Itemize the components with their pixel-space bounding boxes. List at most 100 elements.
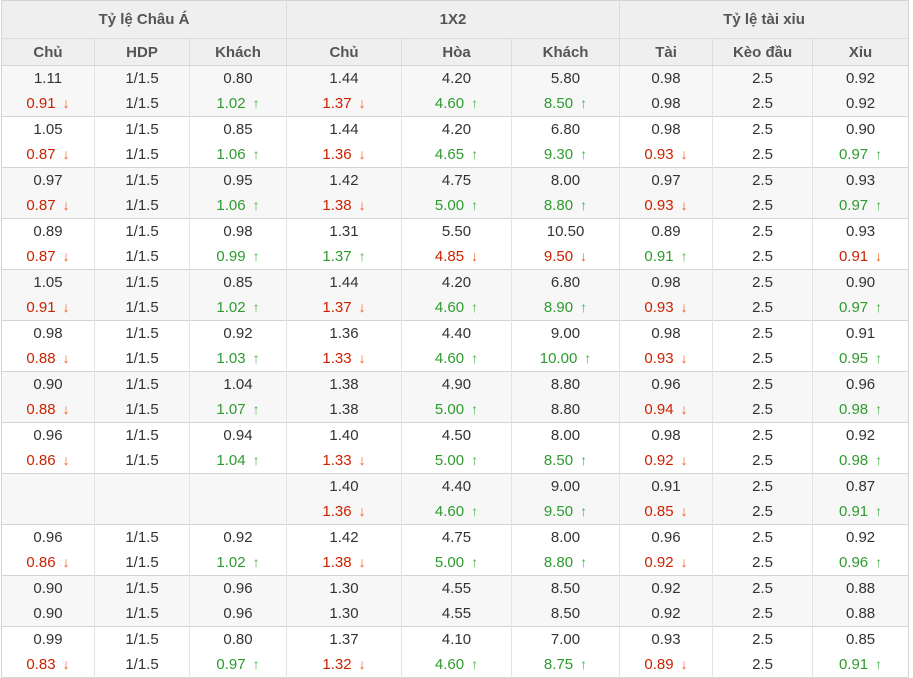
odds-value: 1/1.5: [125, 95, 159, 112]
odds-cell: 0.98: [1, 320, 95, 346]
odds-cell: 4.60 ↑: [401, 295, 512, 321]
odds-value: 2.5: [752, 350, 773, 367]
odds-cell: 0.87 ↓: [2, 244, 95, 270]
up-arrow-icon: ↑: [875, 401, 883, 417]
up-arrow-icon: ↑: [584, 350, 592, 366]
odds-value: 1/1.5: [125, 452, 159, 469]
odds-row-open: 0.96 1/1.5 0.94 1.40 4.50 8.00 0.98 2.5 0.92: [1, 422, 909, 448]
odds-value: 1.37: [329, 631, 359, 648]
down-arrow-icon: ↓: [680, 146, 688, 162]
odds-cell: 1.42: [286, 167, 402, 193]
down-arrow-icon: ↓: [680, 554, 688, 570]
col-header-1x2-away: Khách: [511, 38, 620, 66]
up-arrow-icon: ↑: [875, 350, 883, 366]
odds-value: 9.50: [543, 248, 574, 265]
col-header-ah-hdp: HDP: [94, 38, 190, 66]
odds-value: 0.91: [845, 325, 876, 342]
odds-row-live: 0.88 ↓ 1/1.5 1.03 ↑ 1.33 ↓ 4.60 ↑ 10.00 ↑ 0.93 ↓ 2.5 0…: [2, 346, 909, 372]
up-arrow-icon: ↑: [252, 197, 260, 213]
odds-cell: 0.92: [619, 601, 713, 627]
up-arrow-icon: ↑: [580, 503, 588, 519]
odds-value: 2.5: [752, 656, 773, 673]
odds-cell: 2.5: [712, 269, 813, 295]
odds-cell: 10.00 ↑: [511, 346, 620, 372]
odds-value: 0.93: [644, 197, 674, 214]
odds-cell: 4.40: [401, 473, 512, 499]
odds-cell: 1.11: [1, 65, 95, 91]
odds-cell: 1/1.5: [94, 346, 190, 372]
odds-value: 4.60: [434, 503, 465, 520]
up-arrow-icon: ↑: [252, 554, 260, 570]
up-arrow-icon: ↑: [580, 656, 588, 672]
up-arrow-icon: ↑: [471, 197, 479, 213]
odds-value: 1/1.5: [125, 529, 159, 546]
odds-cell: 2.5: [712, 193, 813, 219]
odds-cell: 1.38: [286, 371, 402, 397]
odds-cell: 0.88 ↓: [2, 346, 95, 372]
odds-value: 0.94: [223, 427, 253, 444]
odds-cell: 8.80 ↑: [511, 193, 620, 219]
odds-cell: 1.05: [1, 116, 95, 142]
odds-cell: 0.85 ↓: [619, 499, 713, 525]
odds-value: 0.95: [838, 350, 869, 367]
odds-value: 1/1.5: [125, 299, 159, 316]
odds-value: 0.96: [838, 554, 869, 571]
odds-cell: 0.97: [1, 167, 95, 193]
odds-value: 0.96: [651, 529, 681, 546]
up-arrow-icon: ↑: [875, 503, 883, 519]
odds-value: 8.80: [550, 401, 581, 418]
odds-value: 5.00: [434, 452, 465, 469]
odds-value: 1.37: [322, 299, 352, 316]
odds-cell: 0.97 ↑: [812, 295, 909, 321]
odds-cell: 0.90: [1, 575, 95, 601]
up-arrow-icon: ↑: [252, 248, 260, 264]
odds-value: 0.96: [33, 529, 63, 546]
odds-cell: 8.80: [511, 397, 620, 423]
col-header-1x2-home: Chủ: [286, 38, 402, 66]
odds-cell: 1.38: [286, 397, 402, 423]
odds-cell: 4.55: [401, 601, 512, 627]
odds-cell: 0.85: [812, 626, 909, 652]
odds-value: 0.99: [216, 248, 246, 265]
odds-cell: 0.89: [619, 218, 713, 244]
odds-row-live: 0.91 ↓ 1/1.5 1.02 ↑ 1.37 ↓ 4.60 ↑ 8.90 ↑ 0.93 ↓ 2.5 0.…: [1, 295, 909, 321]
odds-value: 0.97: [216, 656, 246, 673]
odds-value: 2.5: [752, 427, 773, 444]
odds-value: 0.90: [845, 121, 876, 138]
odds-value: 0.92: [223, 529, 253, 546]
odds-cell: 0.98: [619, 422, 713, 448]
odds-value: 4.10: [441, 631, 472, 648]
odds-cell: 0.90: [1, 371, 95, 397]
up-arrow-icon: ↑: [875, 656, 883, 672]
odds-value: 0.96: [651, 376, 681, 393]
odds-value: 1/1.5: [125, 554, 159, 571]
odds-value: 1/1.5: [125, 70, 159, 87]
odds-cell: 0.91 ↑: [812, 499, 909, 525]
odds-value: 0.98: [651, 427, 681, 444]
odds-cell: 0.96: [1, 524, 95, 550]
odds-value: 2.5: [752, 146, 773, 163]
up-arrow-icon: ↑: [875, 146, 883, 162]
odds-cell: 2.5: [712, 371, 813, 397]
col-header-ou-over: Tài: [619, 38, 713, 66]
down-arrow-icon: ↓: [680, 503, 688, 519]
col-header-ah-home: Chủ: [1, 38, 95, 66]
odds-cell: 0.89 ↓: [619, 652, 713, 678]
odds-row-open: 0.89 1/1.5 0.98 1.31 5.50 10.50 0.89 2.5 0.93: [1, 218, 909, 244]
odds-value: 1.42: [329, 529, 359, 546]
odds-cell: 0.90: [812, 269, 909, 295]
odds-value: 1.04: [223, 376, 253, 393]
odds-cell: 0.92: [188, 524, 287, 550]
odds-value: 0.97: [33, 172, 63, 189]
odds-value: 1.11: [33, 70, 63, 87]
odds-cell: 0.80: [188, 626, 287, 652]
odds-cell: 0.90: [812, 116, 909, 142]
odds-value: 2.5: [752, 554, 773, 571]
odds-cell: 0.83 ↓: [2, 652, 95, 678]
odds-value: 1.37: [322, 95, 352, 112]
odds-value: 4.55: [441, 605, 472, 622]
odds-value: 4.40: [441, 325, 472, 342]
odds-cell: 1/1.5: [94, 167, 190, 193]
odds-cell: 4.60 ↑: [401, 91, 512, 117]
odds-cell: 2.5: [712, 524, 813, 550]
